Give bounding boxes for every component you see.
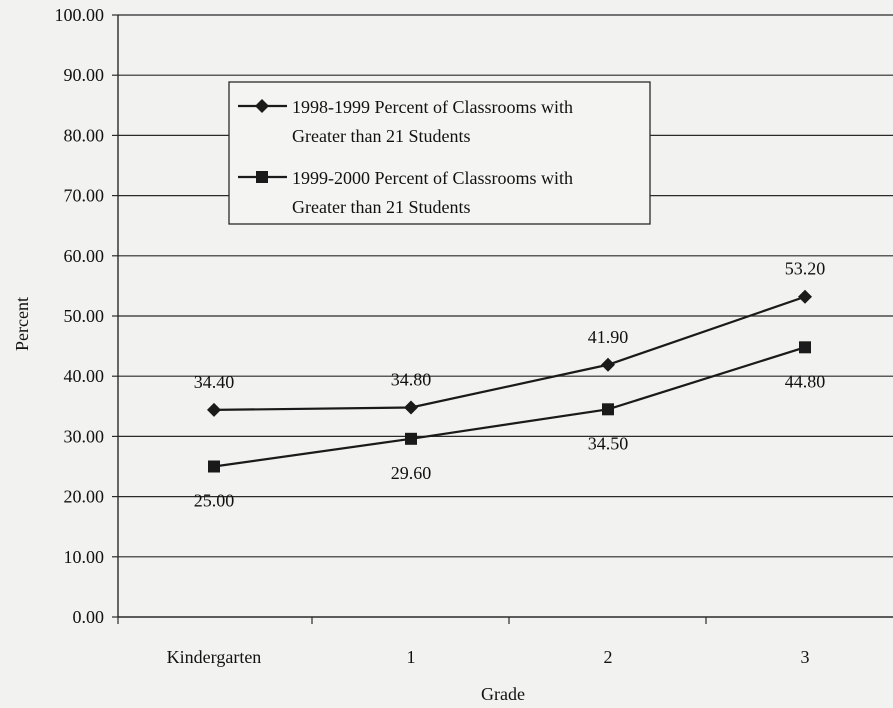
- y-tick-label: 60.00: [64, 246, 105, 266]
- axis-layer: 0.00 10.00 20.00 30.00 40.00 50.00 60.00 70.00 8…: [12, 5, 893, 704]
- legend-marker-square: [256, 171, 268, 183]
- data-point-diamond: [404, 400, 418, 415]
- x-tick-label: Kindergarten: [167, 647, 262, 667]
- y-tick-label: 70.00: [64, 186, 105, 206]
- y-tick-label: 40.00: [64, 366, 105, 386]
- data-point-square: [602, 403, 614, 416]
- x-tick-label: 3: [801, 647, 810, 667]
- data-label: 29.60: [391, 463, 432, 483]
- legend-entry-text: Greater than 21 Students: [292, 126, 470, 146]
- data-label: 34.40: [194, 372, 235, 392]
- legend-marker-diamond: [255, 99, 269, 113]
- y-tick-label: 100.00: [55, 5, 105, 25]
- y-tick-label: 0.00: [73, 607, 105, 627]
- y-tick-label: 80.00: [64, 125, 105, 145]
- series-line-2: [213, 346, 806, 468]
- x-tick-label: 1: [407, 647, 416, 667]
- data-label: 34.50: [588, 433, 629, 453]
- data-label-layer: 34.40 34.80 41.90 53.20 25.00 29.60 34.50 44.80: [194, 259, 826, 511]
- data-point-diamond: [601, 357, 615, 372]
- legend-entry-text: 1999-2000 Percent of Classrooms with: [292, 168, 573, 188]
- legend-entry-text: Greater than 21 Students: [292, 197, 470, 217]
- data-label: 41.90: [588, 327, 629, 347]
- y-axis-title: Percent: [12, 297, 32, 351]
- y-tick-label: 10.00: [64, 547, 105, 567]
- data-label: 53.20: [785, 259, 826, 279]
- series-line-1: [213, 295, 806, 412]
- legend-box: [228, 81, 651, 225]
- y-tick-label: 30.00: [64, 426, 105, 446]
- data-point-square: [405, 432, 417, 445]
- series-layer: [207, 289, 812, 473]
- y-tick-label: 90.00: [64, 65, 105, 85]
- data-point-diamond: [207, 402, 221, 417]
- legend: 1998-1999 Percent of Classrooms with Grea…: [228, 81, 651, 225]
- x-axis-title: Grade: [481, 684, 525, 704]
- data-point-diamond: [798, 289, 812, 304]
- x-tick-label: 2: [604, 647, 613, 667]
- data-label: 44.80: [785, 371, 826, 391]
- data-label: 25.00: [194, 491, 235, 511]
- data-point-square: [208, 460, 220, 473]
- y-tick-label: 50.00: [64, 306, 105, 326]
- data-point-square: [799, 341, 811, 354]
- legend-entry-text: 1998-1999 Percent of Classrooms with: [292, 97, 573, 117]
- data-label: 34.80: [391, 370, 432, 390]
- y-tick-label: 20.00: [64, 487, 105, 507]
